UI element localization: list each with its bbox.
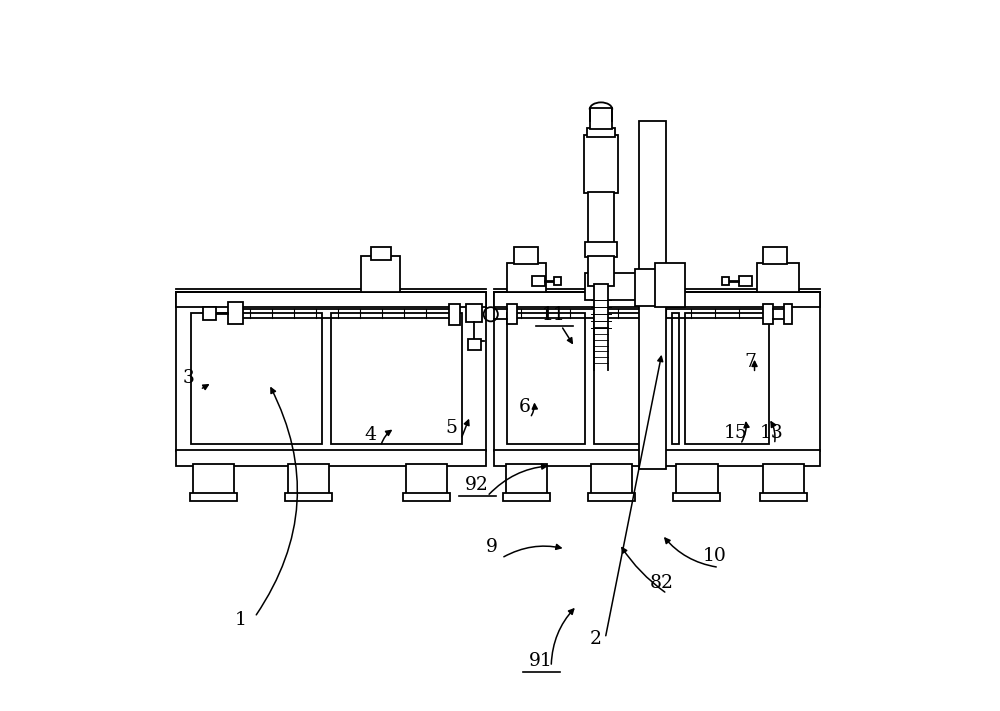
Bar (494, 292, 820, 307)
Bar (655, 263, 685, 307)
Bar (673, 493, 720, 501)
Bar (191, 313, 322, 444)
Bar (587, 128, 615, 137)
Bar (763, 304, 773, 324)
Bar (588, 493, 635, 501)
Text: 10: 10 (703, 547, 727, 565)
Bar (588, 256, 614, 286)
Bar (584, 135, 618, 193)
Bar (507, 263, 546, 292)
Bar (331, 313, 462, 444)
Bar (554, 277, 561, 285)
Bar (494, 292, 820, 451)
Bar (760, 493, 807, 501)
Bar (176, 450, 486, 466)
Bar (193, 464, 234, 494)
Bar (585, 273, 669, 300)
Bar (449, 304, 460, 325)
Bar (494, 450, 820, 466)
Bar (176, 292, 486, 307)
Text: 3: 3 (183, 370, 195, 387)
Bar (503, 493, 550, 501)
Bar (594, 313, 664, 444)
Text: 15: 15 (724, 424, 748, 442)
Bar (588, 192, 614, 243)
Bar (285, 493, 332, 501)
Bar (288, 464, 329, 494)
Text: 4: 4 (365, 427, 377, 444)
Bar (635, 269, 669, 306)
Bar (685, 313, 769, 444)
Text: 91: 91 (529, 652, 553, 670)
Bar (585, 242, 617, 257)
Text: 82: 82 (650, 574, 674, 592)
Bar (763, 247, 787, 264)
Bar (739, 276, 752, 286)
Text: 6: 6 (519, 398, 531, 416)
Bar (228, 302, 243, 324)
Bar (672, 313, 679, 444)
Bar (403, 493, 450, 501)
Bar (406, 464, 447, 494)
Bar (639, 121, 666, 469)
Bar (371, 247, 391, 260)
Text: 11: 11 (542, 306, 566, 324)
Text: 13: 13 (760, 424, 783, 442)
Bar (757, 263, 799, 292)
Bar (507, 304, 517, 324)
Bar (190, 493, 237, 501)
Bar (532, 276, 545, 286)
Text: 1: 1 (235, 611, 246, 629)
Bar (507, 313, 585, 444)
Text: 92: 92 (465, 476, 489, 494)
Bar (468, 339, 481, 350)
Bar (361, 256, 400, 292)
Bar (203, 307, 216, 320)
Bar (514, 247, 538, 264)
Bar (784, 304, 792, 324)
Bar (763, 464, 804, 494)
Bar (722, 277, 729, 285)
Bar (506, 464, 547, 494)
Text: 7: 7 (744, 353, 756, 371)
Bar (591, 464, 632, 494)
Text: 2: 2 (590, 631, 602, 648)
Bar (594, 284, 608, 328)
Bar (466, 304, 482, 322)
Text: 9: 9 (486, 538, 497, 556)
Bar (676, 464, 718, 494)
Bar (176, 292, 486, 451)
Bar (590, 108, 612, 129)
Text: 5: 5 (446, 419, 458, 437)
